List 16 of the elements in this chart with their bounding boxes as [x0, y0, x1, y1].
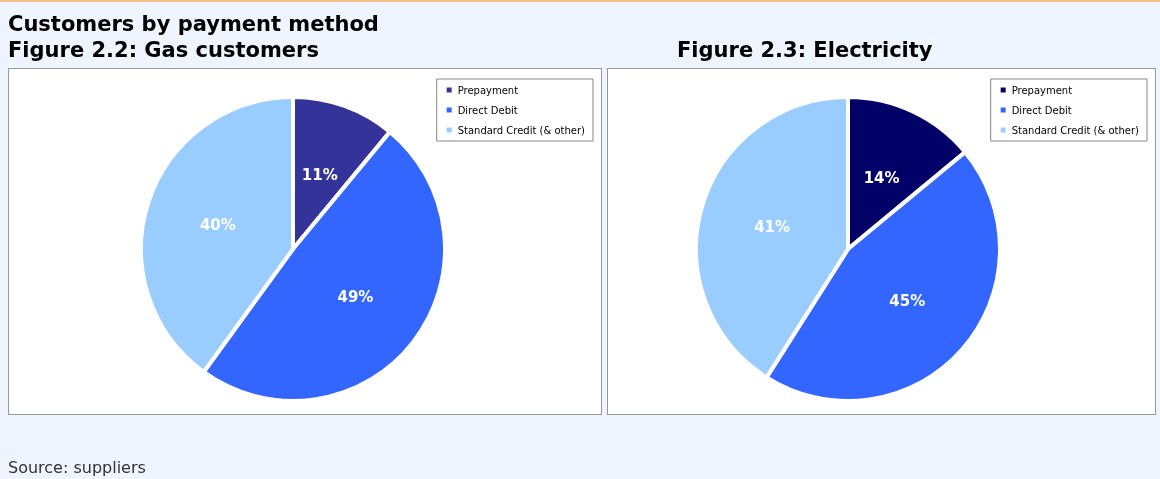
legend-label: Prepayment: [1011, 84, 1073, 96]
data-label: 11%: [301, 165, 338, 184]
data-label: 41%: [754, 217, 791, 236]
data-label: 49%: [337, 288, 374, 307]
data-label: 14%: [863, 168, 900, 187]
chart-subtitle: Figure 2.2: Gas customers: [8, 38, 320, 64]
source-note: Source: suppliers: [8, 458, 146, 477]
legend-label: Standard Credit (& other): [457, 124, 586, 136]
chart-title: Customers by payment method: [8, 12, 379, 36]
legend-label: Direct Debit: [457, 104, 518, 116]
data-label: 40%: [199, 215, 236, 234]
data-label: 45%: [889, 292, 926, 311]
legend-label: Direct Debit: [1011, 104, 1072, 116]
chart-subtitle: Figure 2.3: Electricity: [676, 38, 934, 64]
legend-label: Standard Credit (& other): [1011, 124, 1140, 136]
legend-label: Prepayment: [457, 84, 519, 96]
